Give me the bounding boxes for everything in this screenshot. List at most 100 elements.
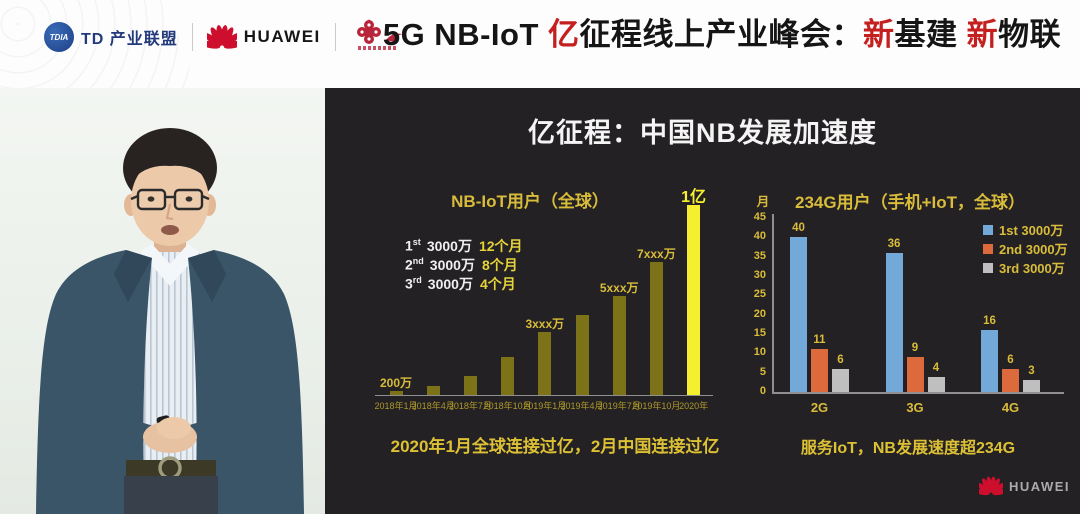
presenter-eye: [147, 196, 155, 202]
bar: [463, 376, 477, 395]
annotation-line: 2nd 3000万 8个月: [405, 252, 523, 273]
group-bar: [906, 357, 924, 392]
header-bar: TDIA TD 产业联盟 HUAWEI: [0, 0, 1080, 360]
tdia-logo-label: TD 产业联盟: [81, 31, 178, 48]
logo-divider: [334, 23, 336, 51]
presenter-collar: [140, 244, 200, 286]
annotation-text: 8个月: [481, 256, 518, 273]
nb-annotations: 1st 3000万 12个月 2nd 3000万 8个月 3rd 3000万 4个月: [405, 233, 523, 292]
annotation-text: 4个月: [479, 275, 516, 292]
huawei-flower-icon: [979, 476, 1003, 496]
x-category-label: 2G: [810, 400, 829, 415]
presenter-fringe: [130, 148, 210, 183]
caption-right: 服务IoT，NB发展速度超234G: [800, 440, 1016, 457]
huawei-flower-icon: [206, 25, 237, 49]
footer-huawei-label: HUAWEI: [1009, 478, 1070, 494]
title-text: 物联: [998, 17, 1062, 52]
title-highlight: 新: [863, 17, 895, 52]
partner-logo: [350, 16, 408, 58]
caption-left: 2020年1月全球连接过亿，2月中国连接过亿: [390, 437, 720, 456]
g234-chart-title: 234G用户（手机+IoT，全球）: [794, 193, 1025, 212]
tick-label: 25: [753, 288, 766, 301]
legend-label: 1st 3000万: [999, 223, 1064, 238]
category-label: 2020年: [679, 401, 709, 411]
footer-huawei-logo: HUAWEI: [979, 475, 1070, 497]
bar: [501, 357, 515, 395]
bar: [649, 262, 663, 395]
bar: [687, 205, 701, 395]
title-text: 5G NB-IoT: [382, 17, 549, 52]
annotation-line: 1st 3000万 12个月: [405, 233, 523, 254]
huawei-logo-label: HUAWEI: [243, 27, 321, 46]
tick-label: 5: [759, 365, 766, 378]
logo-divider: [191, 23, 193, 51]
bar: [575, 315, 589, 395]
presenter-lapel: [188, 250, 226, 302]
annotation-text: nd: [412, 256, 424, 266]
group-bar: [885, 252, 903, 392]
category-label: 2018年4月: [411, 401, 455, 411]
title-text: 基建: [894, 17, 967, 52]
presenter-belt: [126, 460, 216, 476]
data-label: 36: [887, 237, 901, 250]
tick-label: 30: [753, 269, 766, 281]
annotation-text: 12个月: [478, 237, 523, 254]
nb-chart-title: NB-IoT用户（全球）: [451, 192, 609, 211]
category-label: 2019年10月: [632, 401, 681, 411]
presenter-face: [131, 156, 209, 246]
data-label: 6: [1007, 353, 1014, 366]
legend-label: 3rd 3000万: [999, 261, 1065, 276]
title-highlight: 亿: [548, 17, 580, 52]
category-label: 2019年4月: [560, 401, 604, 411]
bar: [426, 385, 440, 395]
annotation-text: rd: [412, 275, 422, 285]
bar: [389, 391, 403, 395]
x-axis-line: [375, 395, 713, 396]
presenter-mouth: [161, 225, 179, 235]
title-highlight: 新: [966, 17, 999, 52]
tick-label: 45: [753, 211, 766, 223]
tick-label: 10: [753, 346, 766, 359]
presenter-trousers: [124, 476, 218, 514]
header-title: 5G NB-IoT 亿征程线上产业峰会：新基建 新物联: [368, 9, 1076, 54]
data-label: 40: [792, 222, 805, 235]
bar-label: 7xxx万: [637, 247, 676, 261]
slide-title: 亿征程：中国NB发展加速度: [528, 118, 877, 148]
bar-label: 5xxx万: [599, 281, 639, 296]
data-label: 11: [813, 334, 826, 347]
bar-label: 200万: [379, 376, 413, 391]
tick-label: 40: [753, 230, 766, 243]
y-axis-label: 月: [756, 195, 770, 209]
legend-label: 2nd 3000万: [999, 242, 1068, 257]
presenter-jacket: [36, 250, 304, 514]
legend-item: 2nd 3000万: [983, 239, 1068, 258]
legend: 1st 3000万 2nd 3000万 3rd 3000万: [983, 220, 1068, 277]
presenter-eye: [185, 196, 193, 202]
x-category-label: 4G: [1001, 400, 1020, 415]
group-bar: [927, 376, 945, 392]
group-bar: [1023, 380, 1040, 392]
data-label: 6: [837, 353, 844, 366]
category-label: 2018年10月: [483, 401, 532, 411]
video-area: [0, 88, 325, 514]
slide-screen: 亿征程：中国NB发展加速度 NB-IoT用户（全球） 1st 3000万 12个月 2…: [325, 88, 1080, 514]
annotation-text: 3000万: [426, 237, 472, 254]
annotation-text: 3000万: [429, 256, 475, 273]
title-text: 征程线上产业峰会：: [579, 17, 864, 52]
annotation-text: 1: [405, 237, 413, 254]
data-label: 4: [932, 361, 940, 374]
tdia-logo-icon: TDIA: [44, 22, 74, 52]
legend-swatch: [983, 224, 993, 235]
presenter-nose: [165, 203, 174, 220]
partner-emblem-icon: [356, 19, 381, 44]
x-category-label: 3G: [906, 400, 924, 415]
legend-item: 1st 3000万: [983, 220, 1068, 239]
bar-label: 3xxx万: [525, 317, 565, 332]
x-axis-line: [772, 392, 1064, 394]
annotation-text: 3: [405, 275, 413, 292]
legend-swatch: [983, 243, 993, 254]
category-label: 2019年1月: [523, 401, 567, 411]
bar-label: 1亿: [681, 189, 707, 206]
bar: [538, 332, 552, 395]
